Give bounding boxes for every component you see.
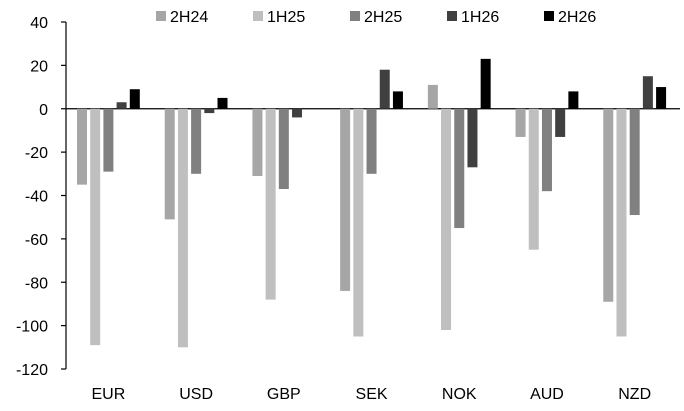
bar-usd-1h25 (178, 109, 188, 348)
bar-usd-2h24 (165, 109, 175, 220)
x-category-label: NZD (618, 386, 651, 403)
legend-label: 2H24 (170, 9, 208, 26)
bar-nzd-2h25 (630, 109, 640, 215)
y-tick-label: 40 (30, 15, 48, 32)
x-category-label: SEK (356, 386, 388, 403)
bar-aud-2h24 (516, 109, 526, 137)
bar-usd-2h26 (218, 98, 228, 109)
bar-gbp-1h26 (292, 109, 302, 118)
legend-swatch (544, 11, 554, 21)
bar-gbp-2h25 (279, 109, 289, 189)
y-tick-label: -60 (25, 232, 48, 249)
bar-aud-2h25 (542, 109, 552, 191)
bar-sek-1h25 (353, 109, 363, 337)
bar-nzd-1h26 (643, 76, 653, 109)
bar-eur-2h26 (130, 89, 140, 109)
legend-swatch (350, 11, 360, 21)
bar-nok-2h24 (428, 85, 438, 109)
bar-nzd-1h25 (616, 109, 626, 337)
bar-usd-2h25 (191, 109, 201, 174)
x-category-label: USD (179, 386, 213, 403)
x-category-label: NOK (442, 386, 477, 403)
legend-swatch (447, 11, 457, 21)
legend-label: 2H26 (558, 9, 596, 26)
bar-sek-1h26 (380, 70, 390, 109)
bar-eur-2h24 (77, 109, 87, 185)
legend-label: 1H25 (267, 9, 305, 26)
bar-nok-1h26 (467, 109, 477, 168)
bar-usd-1h26 (204, 109, 214, 113)
legend-label: 1H26 (461, 9, 499, 26)
x-category-label: AUD (530, 386, 564, 403)
y-tick-label: -20 (25, 145, 48, 162)
bar-nok-2h25 (454, 109, 464, 228)
bar-eur-1h26 (117, 102, 127, 109)
bar-sek-2h26 (393, 91, 403, 108)
bar-eur-1h25 (90, 109, 100, 345)
bar-gbp-2h24 (252, 109, 262, 176)
bar-aud-1h26 (555, 109, 565, 137)
legend-label: 2H25 (364, 9, 402, 26)
bar-aud-2h26 (568, 91, 578, 108)
y-tick-label: -40 (25, 189, 48, 206)
bar-nok-1h25 (441, 109, 451, 330)
y-tick-label: 0 (39, 102, 48, 119)
bar-sek-2h24 (340, 109, 350, 291)
y-tick-label: -80 (25, 275, 48, 292)
legend: 2H24 1H25 2H25 1H26 2H26 (156, 9, 596, 26)
legend-swatch (156, 11, 166, 21)
bar-nzd-2h26 (656, 87, 666, 109)
bars (77, 59, 666, 347)
y-tick-label: 20 (30, 58, 48, 75)
x-category-label: EUR (92, 386, 126, 403)
bar-sek-2h25 (367, 109, 377, 174)
x-category-label: GBP (267, 386, 301, 403)
bar-eur-2h25 (103, 109, 113, 172)
legend-swatch (253, 11, 263, 21)
bar-nzd-2h24 (603, 109, 613, 302)
bar-aud-1h25 (529, 109, 539, 250)
bar-nok-2h26 (481, 59, 491, 109)
y-tick-label: -120 (16, 362, 48, 379)
bar-gbp-1h25 (266, 109, 276, 300)
y-tick-label: -100 (16, 319, 48, 336)
